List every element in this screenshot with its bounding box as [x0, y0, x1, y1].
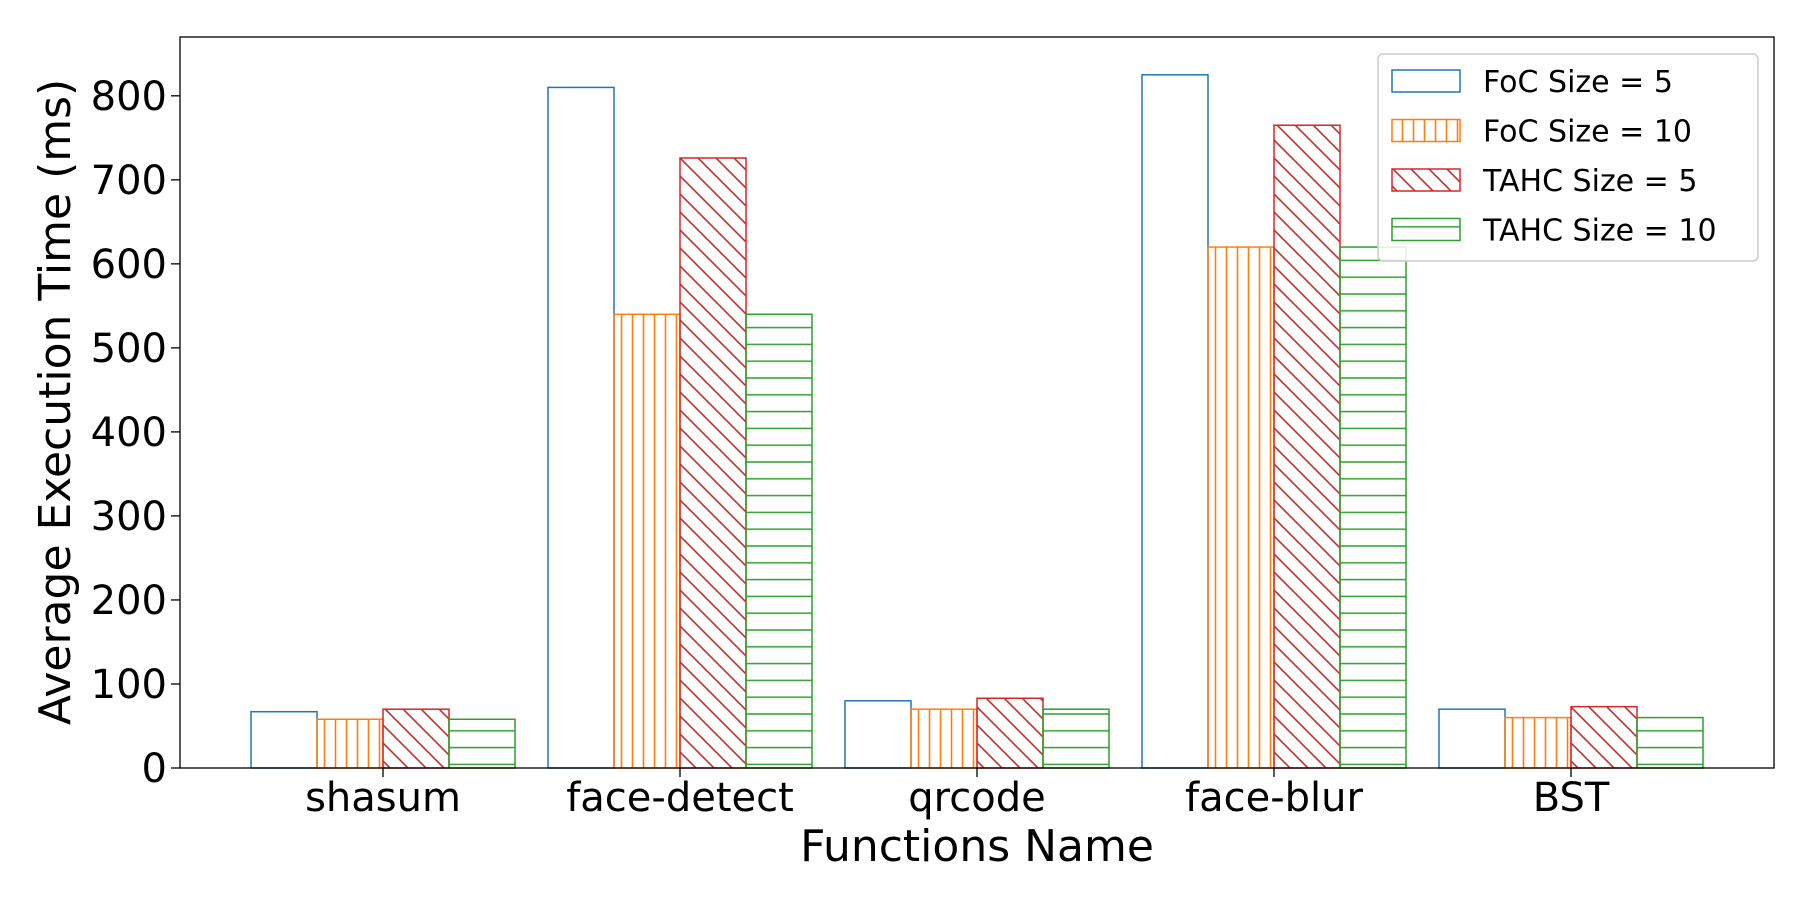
bar-face-detect-foc-size-10: [613, 313, 681, 769]
bar-shasum-foc-size-10: [316, 718, 384, 769]
y-tick-label-300: 300: [91, 494, 167, 540]
bar-qrcode-foc-size-5: [844, 700, 912, 769]
bar-face-detect-tahc-size-10: [745, 313, 813, 769]
bar-qrcode-tahc-size-5: [976, 697, 1044, 769]
x-tick-label-shasum: shasum: [305, 775, 461, 821]
legend-box: [1377, 53, 1759, 262]
bar-shasum-tahc-size-10: [448, 718, 516, 769]
bar-face-blur-foc-size-10: [1207, 246, 1275, 769]
bar-qrcode-foc-size-10: [910, 708, 978, 769]
bar-face-detect-tahc-size-5: [679, 157, 747, 769]
y-ticks-layer: 0 100 200 300 400 500 600 700 800: [91, 74, 180, 792]
legend-label-foc-size-10: FoC Size = 10: [1483, 115, 1692, 150]
y-tick-label-500: 500: [91, 326, 167, 372]
x-tick-label-qrcode: qrcode: [908, 775, 1045, 821]
bar-face-blur-tahc-size-10: [1339, 246, 1407, 769]
y-tick-label-0: 0: [142, 746, 167, 792]
y-axis-label: Average Execution Time (ms): [30, 79, 81, 725]
legend-label-tahc-size-5: TAHC Size = 5: [1482, 164, 1697, 199]
bar-bst-foc-size-5: [1438, 708, 1506, 769]
bar-face-blur-foc-size-5: [1141, 74, 1209, 769]
x-tick-label-face-blur: face-blur: [1185, 775, 1363, 821]
plot-frame: [179, 36, 1775, 769]
y-tick-label-100: 100: [91, 662, 167, 708]
legend-swatch-tahc-size-10: [1391, 217, 1461, 242]
x-axis-label: Functions Name: [800, 821, 1154, 872]
x-tick-label-face-detect: face-detect: [566, 775, 794, 821]
legend-swatch-tahc-size-5: [1391, 168, 1461, 192]
x-tick-label-bst: BST: [1533, 775, 1610, 821]
legend-label-tahc-size-10: TAHC Size = 10: [1482, 214, 1717, 249]
y-tick-label-400: 400: [91, 410, 167, 456]
bar-bst-tahc-size-10: [1636, 716, 1704, 769]
x-ticks-layer: shasum face-detect qrcode face-blur BST: [305, 768, 1610, 821]
y-tick-label-700: 700: [91, 158, 167, 204]
bar-bst-foc-size-10: [1504, 716, 1572, 769]
bar-shasum-tahc-size-5: [382, 708, 450, 769]
bar-shasum-foc-size-5: [250, 710, 318, 769]
legend-label-foc-size-5: FoC Size = 5: [1483, 65, 1673, 100]
legend-entries: FoC Size = 5 FoC Size = 10 TAHC Size = 5 TA…: [1391, 65, 1717, 249]
bars-layer: [250, 74, 1704, 769]
y-tick-label-800: 800: [91, 74, 167, 120]
y-tick-label-600: 600: [91, 242, 167, 288]
legend-swatch-foc-size-10: [1391, 118, 1461, 143]
legend: FoC Size = 5 FoC Size = 10 TAHC Size = 5 TA…: [1377, 53, 1759, 262]
bar-face-detect-foc-size-5: [547, 86, 615, 769]
bar-bst-tahc-size-5: [1570, 705, 1638, 769]
bar-qrcode-tahc-size-10: [1042, 708, 1110, 769]
y-tick-label-200: 200: [91, 578, 167, 624]
bar-face-blur-tahc-size-5: [1273, 124, 1341, 769]
legend-swatch-foc-size-5: [1391, 69, 1461, 93]
